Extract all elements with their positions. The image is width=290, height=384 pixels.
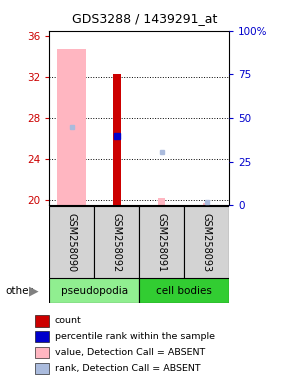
Bar bbox=[94, 206, 139, 278]
Text: GSM258092: GSM258092 bbox=[112, 213, 122, 272]
Text: ▶: ▶ bbox=[28, 285, 38, 298]
Text: GDS3288 / 1439291_at: GDS3288 / 1439291_at bbox=[72, 12, 218, 25]
Text: GSM258090: GSM258090 bbox=[67, 213, 77, 272]
Bar bbox=[139, 278, 229, 303]
Text: other: other bbox=[6, 286, 34, 296]
Bar bbox=[203, 203, 210, 205]
Bar bbox=[49, 278, 139, 303]
Bar bbox=[35, 347, 48, 358]
Bar bbox=[35, 331, 48, 343]
Bar bbox=[35, 315, 48, 326]
Text: cell bodies: cell bodies bbox=[156, 286, 212, 296]
Bar bbox=[35, 363, 48, 374]
Bar bbox=[49, 206, 94, 278]
Text: GSM258091: GSM258091 bbox=[157, 213, 167, 272]
Bar bbox=[184, 206, 229, 278]
Bar bbox=[57, 49, 86, 205]
Text: GSM258093: GSM258093 bbox=[202, 213, 212, 272]
Bar bbox=[139, 206, 184, 278]
Text: percentile rank within the sample: percentile rank within the sample bbox=[55, 332, 215, 341]
Bar bbox=[113, 74, 121, 205]
Text: count: count bbox=[55, 316, 81, 325]
Text: value, Detection Call = ABSENT: value, Detection Call = ABSENT bbox=[55, 348, 205, 357]
Text: rank, Detection Call = ABSENT: rank, Detection Call = ABSENT bbox=[55, 364, 200, 373]
Text: pseudopodia: pseudopodia bbox=[61, 286, 128, 296]
Bar bbox=[158, 198, 165, 205]
